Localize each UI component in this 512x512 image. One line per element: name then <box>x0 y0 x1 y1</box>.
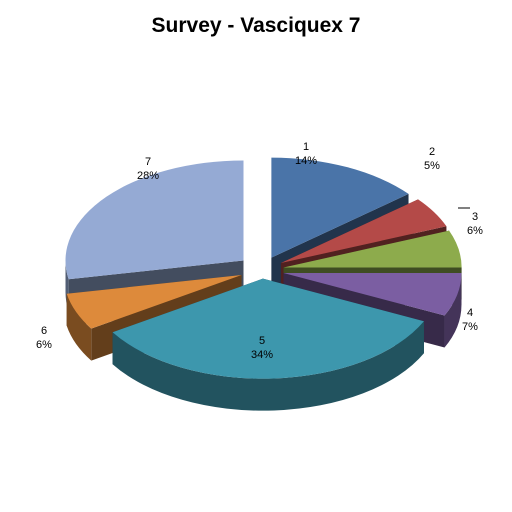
slice-3-top[interactable] <box>283 230 462 268</box>
slice-5-top[interactable] <box>112 278 424 379</box>
chart-title: Survey - Vasciquex 7 <box>151 14 361 37</box>
slice-2-percent-label: 5% <box>424 160 440 172</box>
slice-4-category-label: 4 <box>467 307 473 319</box>
slice-5-side-0 <box>112 321 424 411</box>
slice-7-category-label: 7 <box>145 156 151 168</box>
slice-2-top[interactable] <box>280 199 447 264</box>
slice-4-percent-label: 7% <box>462 321 478 333</box>
slice-6-percent-label: 6% <box>36 339 52 351</box>
slice-sides-layer <box>65 157 462 411</box>
slice-6-category-label: 6 <box>41 325 47 337</box>
slice-3-category-label: 3 <box>472 211 478 223</box>
slice-1-percent-label: 14% <box>295 155 317 167</box>
slice-5-percent-label: 34% <box>251 349 273 361</box>
slice-1-top[interactable] <box>271 157 409 258</box>
slice-2-category-label: 2 <box>429 146 435 158</box>
slice-5-category-label: 5 <box>259 335 265 347</box>
slice-4-side-0 <box>444 272 462 348</box>
slice-4-top[interactable] <box>283 272 462 316</box>
slice-labels-layer: 1 14% 2 5% 3 6% 4 7% 5 34% 6 6% 7 28% <box>36 141 483 361</box>
slice-6-top[interactable] <box>66 275 242 329</box>
slice-7-top[interactable] <box>65 160 244 280</box>
slice-3-percent-label: 6% <box>467 225 483 237</box>
slice-7-percent-label: 28% <box>137 170 159 182</box>
slice-1-category-label: 1 <box>303 141 309 153</box>
slice-6-side-0 <box>66 293 92 361</box>
